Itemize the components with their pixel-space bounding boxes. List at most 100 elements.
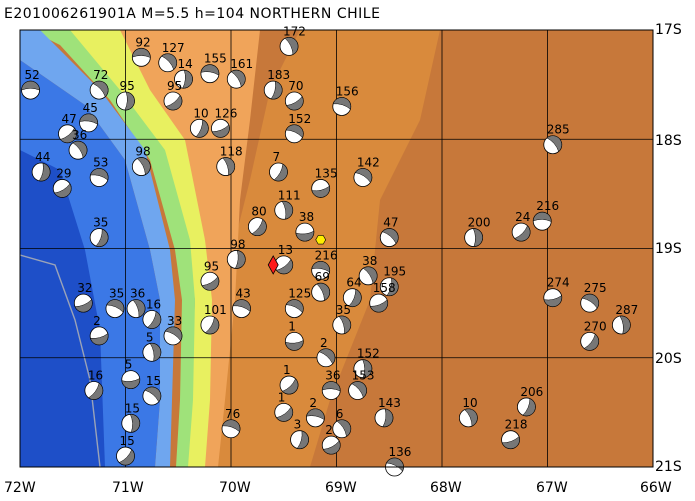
beachball-compression: [273, 163, 288, 182]
depth-label: 6: [336, 407, 344, 421]
beachball-compression: [118, 449, 135, 466]
beachball-compression: [296, 430, 309, 449]
beachball-compression: [286, 96, 304, 111]
depth-label: 126: [214, 106, 237, 120]
focal-mechanism: 200: [464, 216, 491, 247]
focal-mechanism: 143: [374, 396, 401, 428]
depth-label: 95: [167, 79, 182, 93]
beachball-compression: [543, 295, 562, 307]
beachball-compression: [501, 436, 520, 449]
focal-mechanism: 125: [284, 287, 311, 318]
depth-label: 7: [272, 150, 280, 164]
focal-mechanism: 32: [73, 281, 93, 313]
depth-label: 172: [283, 24, 306, 38]
focal-mechanism: 270: [580, 319, 607, 351]
beachball-compression: [88, 382, 104, 400]
focal-mechanism: 98: [226, 237, 246, 269]
depth-label: 38: [299, 210, 314, 224]
beachball-compression: [136, 157, 151, 175]
depth-label: 15: [120, 434, 135, 448]
focal-mechanism: 36: [68, 128, 88, 160]
focal-mechanism: 29: [52, 166, 72, 198]
focal-mechanism: 158: [369, 281, 396, 313]
depth-label: 95: [204, 259, 219, 273]
beachball-compression: [121, 378, 140, 389]
beachball-compression: [201, 276, 220, 291]
focal-mechanism: 35: [105, 287, 125, 318]
lon-label-70w: 70W: [219, 480, 251, 496]
focal-mechanism: 16: [142, 298, 162, 329]
depth-label: 44: [35, 150, 50, 164]
lat-label-18s: 18S: [655, 133, 682, 149]
beachball-compression: [95, 228, 109, 247]
beachball-compression: [284, 37, 299, 55]
focal-mechanism: 1: [279, 363, 299, 395]
beachball-compression: [165, 95, 183, 111]
beachball-compression: [514, 225, 531, 242]
depth-label: 15: [146, 374, 161, 388]
focal-mechanism: 3: [290, 418, 309, 450]
beachball-compression: [132, 48, 151, 58]
depth-label: 101: [204, 303, 227, 317]
focal-mechanism: 35: [332, 303, 352, 335]
depth-label: 216: [315, 248, 338, 262]
beachball-compression: [311, 185, 330, 198]
beachball-compression: [311, 261, 330, 273]
depth-label: 200: [468, 216, 491, 230]
depth-label: 135: [315, 166, 338, 180]
depth-label: 158: [373, 281, 396, 295]
beachball-compression: [318, 348, 336, 365]
beachball-compression: [132, 299, 146, 318]
focal-mechanism: 95: [163, 79, 183, 111]
depth-label: 287: [615, 303, 638, 317]
depth-label: 70: [288, 79, 303, 93]
beachball-compression: [276, 259, 293, 275]
depth-label: 152: [357, 347, 380, 361]
beachball-compression: [72, 140, 88, 158]
depth-label: 195: [383, 265, 406, 279]
focal-mechanism: 2: [89, 314, 109, 346]
beachball-compression: [92, 80, 109, 98]
focal-mechanism: 7: [269, 150, 288, 182]
depth-label: 35: [93, 216, 108, 230]
focal-mechanism: 36: [126, 287, 146, 318]
depth-label: 270: [584, 319, 607, 333]
lat-label-19s: 19S: [655, 241, 682, 257]
depth-label: 43: [236, 287, 251, 301]
focal-mechanism: 5: [142, 330, 162, 362]
beachball-compression: [362, 266, 378, 284]
focal-mechanism: 92: [131, 35, 151, 67]
lon-label-69w: 69W: [325, 480, 357, 496]
focal-mechanism: 152: [353, 347, 380, 379]
focal-mechanism: 183: [263, 68, 290, 100]
depth-label: 98: [135, 145, 150, 159]
depth-label: 152: [288, 112, 311, 126]
lat-label-21s: 21S: [655, 459, 682, 475]
beachball-compression: [147, 311, 162, 329]
focal-mechanism: 15: [116, 434, 135, 466]
beachball-compression: [581, 293, 599, 309]
depth-label: 136: [389, 445, 412, 459]
beachball-compression: [362, 359, 373, 378]
beachball-compression: [285, 299, 304, 313]
beachball-compression: [472, 228, 483, 247]
focal-mechanism: 285: [543, 123, 570, 155]
focal-mechanism: 10: [458, 396, 478, 428]
beachball-compression: [234, 250, 246, 269]
focal-mechanism: 95: [200, 259, 220, 291]
beachball-compression: [204, 316, 220, 335]
depth-label: 29: [56, 166, 71, 180]
beachball-compression: [21, 80, 40, 91]
focal-mechanism: 287: [611, 303, 638, 335]
focal-mechanism: 38: [295, 210, 315, 242]
beachball-compression: [161, 53, 177, 70]
focal-mechanism: 218: [501, 418, 527, 450]
beachball-compression: [306, 408, 325, 420]
focal-mechanism: 275: [580, 281, 607, 313]
depth-label: 1: [283, 363, 291, 377]
beachball-compression: [336, 419, 351, 437]
beachball-compression: [270, 80, 283, 100]
beachball-compression: [332, 97, 352, 110]
beachball-compression: [129, 414, 141, 433]
